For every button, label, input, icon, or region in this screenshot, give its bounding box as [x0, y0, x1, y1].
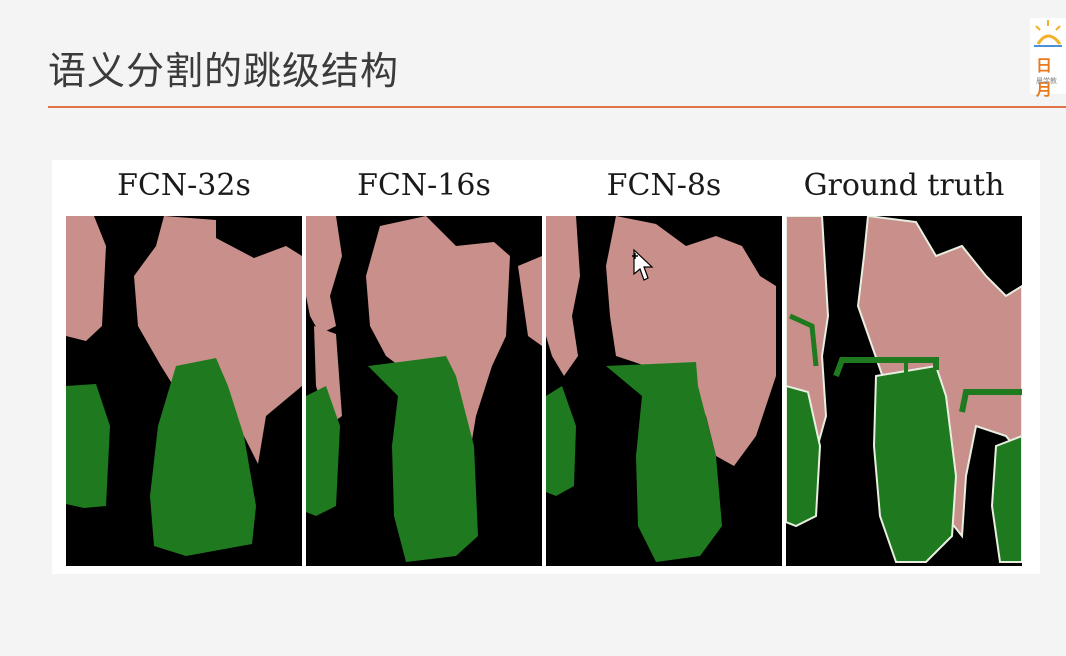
bicycle-region	[368, 356, 478, 562]
bicycle-region	[872, 364, 958, 563]
segmentation-map-fcn-32s	[66, 216, 302, 566]
person-region	[66, 216, 106, 341]
bicycle-region	[546, 386, 576, 496]
bicycle-region	[606, 362, 722, 562]
logo-text: 日月	[1036, 56, 1053, 99]
panel-fcn-8s	[546, 216, 782, 566]
title-divider	[48, 106, 1066, 108]
panel-ground-truth	[786, 216, 1022, 566]
bicycle-handlebar	[959, 389, 1022, 413]
person-region	[518, 256, 542, 346]
caption-fcn-32s: FCN-32s	[117, 168, 251, 203]
person-region	[306, 216, 342, 334]
segmentation-map-fcn-8s	[546, 216, 782, 566]
caption-ground-truth: Ground truth	[803, 168, 1005, 203]
brand-logo: 日月 晨学教	[1030, 18, 1066, 99]
sun-logo-icon	[1034, 20, 1062, 47]
bicycle-region	[66, 384, 110, 508]
segmentation-map-fcn-16s	[306, 216, 542, 566]
panel-fcn-16s	[306, 216, 542, 566]
segmentation-figure: FCN-32s FCN-16s FCN-8s Ground truth	[52, 160, 1040, 574]
move-cursor-icon	[632, 248, 654, 281]
bicycle-region	[786, 384, 822, 528]
bicycle-frame	[788, 313, 819, 367]
person-region	[134, 216, 302, 464]
person-region	[366, 216, 510, 476]
person-region	[546, 216, 580, 376]
caption-fcn-16s: FCN-16s	[357, 168, 491, 203]
logo-subtext: 晨学教	[1036, 77, 1057, 85]
bicycle-region	[990, 434, 1022, 563]
panel-fcn-32s	[66, 216, 302, 566]
bicycle-region	[150, 358, 256, 556]
person-region	[606, 216, 776, 466]
bicycle-handlebar	[833, 357, 939, 378]
slide-title: 语义分割的跳级结构	[48, 49, 400, 93]
segmentation-map-ground-truth	[786, 216, 1022, 566]
bicycle-region	[306, 386, 340, 516]
caption-fcn-8s: FCN-8s	[606, 168, 722, 203]
